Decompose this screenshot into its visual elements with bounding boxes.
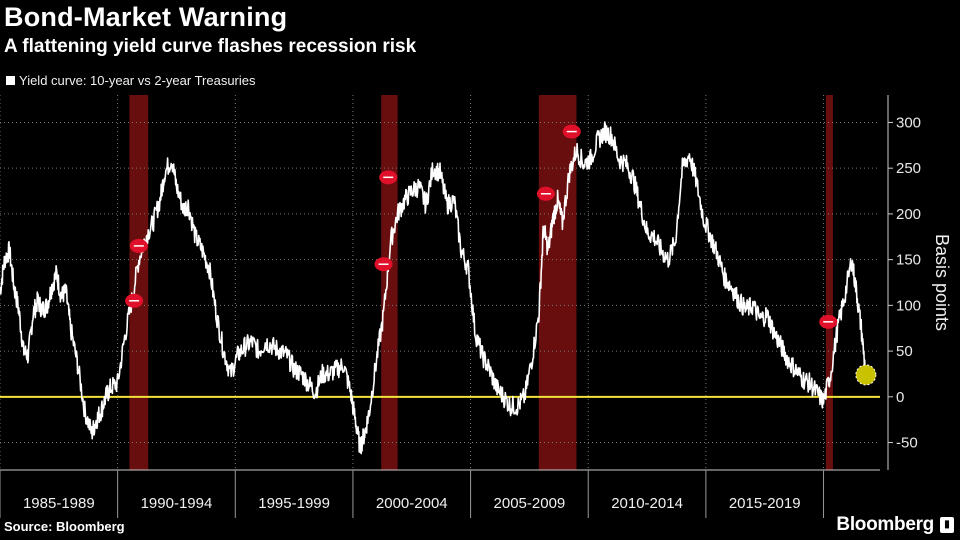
recession-band	[538, 95, 577, 470]
recession-band	[825, 95, 833, 470]
latest-value-marker	[855, 364, 877, 386]
y-tick-label: -50	[896, 435, 918, 452]
y-tick-label: 50	[896, 343, 913, 360]
bloomberg-terminal-icon: ▮	[940, 517, 954, 533]
recession-band	[129, 95, 149, 470]
x-tick-label: 1990-1994	[141, 495, 213, 512]
y-tick-label: 100	[896, 297, 921, 314]
y-axis-label: Basis points	[932, 234, 952, 331]
y-tick-label: 200	[896, 206, 921, 223]
x-tick-label: 2000-2004	[376, 495, 448, 512]
chart-title: Bond-Market Warning	[4, 2, 288, 32]
y-tick-label: 250	[896, 160, 921, 177]
recession-band	[381, 95, 398, 470]
x-tick-label: 2010-2014	[611, 495, 683, 512]
legend-label: Yield curve: 10-year vs 2-year Treasurie…	[19, 73, 256, 88]
x-tick-label: 1995-1999	[258, 495, 330, 512]
legend-swatch	[6, 76, 15, 85]
series-line	[0, 121, 867, 455]
y-tick-label: 150	[896, 252, 921, 269]
y-tick-label: 300	[896, 114, 921, 131]
source-note: Source: Bloomberg	[4, 519, 125, 534]
x-tick-label: 1985-1989	[23, 495, 95, 512]
x-tick-label: 2015-2019	[729, 495, 801, 512]
y-tick-label: 0	[896, 389, 904, 406]
chart-subtitle: A flattening yield curve flashes recessi…	[4, 36, 417, 57]
x-tick-label: 2005-2009	[494, 495, 566, 512]
legend: Yield curve: 10-year vs 2-year Treasurie…	[6, 73, 256, 88]
brand-logo: Bloomberg	[836, 514, 934, 535]
